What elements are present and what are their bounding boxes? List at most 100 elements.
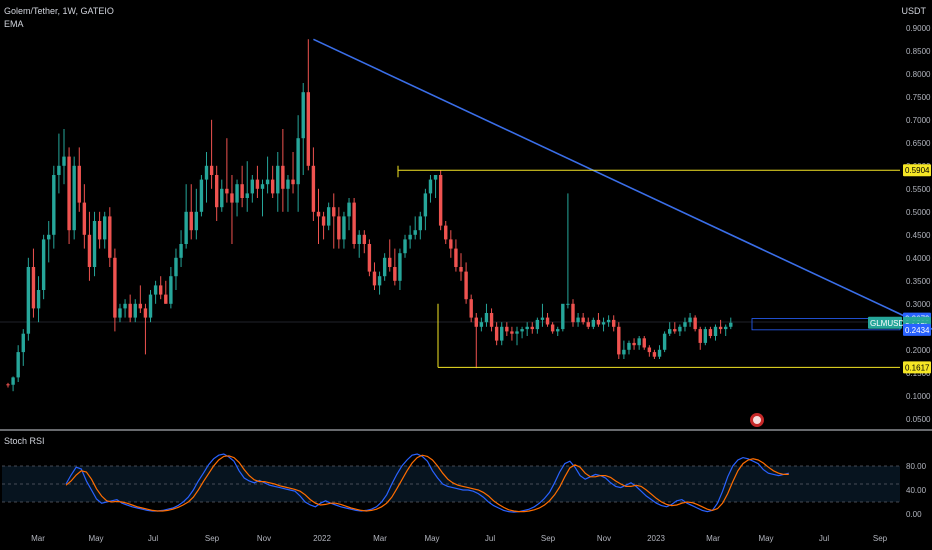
level-tag-0-5904-text: 0.5904 (905, 166, 930, 175)
candle-body (332, 207, 336, 217)
candle-body (612, 319, 616, 327)
candle-body (657, 349, 662, 357)
time-tick-label: 2023 (647, 534, 665, 543)
time-tick-label: Nov (257, 534, 271, 543)
candle-body (566, 303, 570, 305)
price-tick-label: 0.0500 (906, 415, 931, 424)
candle-body (367, 244, 372, 272)
candle-body (403, 239, 407, 254)
indicator-label-ema: EMA (4, 19, 24, 29)
candle-body (169, 276, 173, 304)
time-tick-label: Mar (373, 534, 387, 543)
time-tick-label: May (424, 534, 439, 543)
price-tick-label: 0.4000 (906, 254, 931, 263)
level-tag-0-5904-bg (903, 164, 931, 177)
candle-body (36, 290, 41, 309)
candle-body (372, 271, 377, 286)
candle-body (128, 303, 132, 318)
candle-body (143, 308, 148, 318)
candle-body (693, 317, 697, 330)
candle-body (47, 234, 51, 240)
symbol-tag-bg (868, 316, 902, 329)
candle-body (388, 257, 392, 267)
candle-body (62, 156, 66, 166)
candle-body (662, 333, 667, 350)
candle-body (418, 216, 422, 231)
candle-body (586, 322, 590, 327)
candle-body (698, 329, 702, 343)
candle-body (413, 230, 417, 235)
candle-body (52, 175, 56, 235)
candle-body (444, 225, 448, 240)
candle-body (301, 92, 305, 139)
candle-body (184, 211, 188, 244)
candle-body (723, 326, 728, 330)
candle-body (464, 271, 468, 300)
candle-body (729, 322, 733, 327)
candle-body (255, 179, 260, 189)
candle-body (469, 299, 473, 318)
candle-body (270, 179, 275, 194)
drawings-group[interactable] (313, 38, 932, 427)
candle-body (199, 179, 204, 212)
candle-body (6, 384, 10, 386)
candle-body (540, 317, 545, 320)
candle-body (57, 165, 61, 175)
candle-body (194, 211, 199, 231)
candle-body (26, 267, 31, 334)
price-tick-label: 0.8500 (906, 47, 931, 56)
candle-body (87, 234, 92, 267)
candle-body (189, 211, 193, 231)
candle-body (423, 193, 428, 217)
candle-body (220, 188, 224, 208)
price-tag-lower-bg (903, 323, 931, 336)
candle-body (296, 138, 300, 185)
candle-body (668, 329, 672, 334)
candle-body (311, 165, 316, 212)
time-tick-label: Mar (706, 534, 720, 543)
time-tick-label: Sep (541, 534, 556, 543)
candle-body (525, 326, 529, 330)
time-tick-label: Jul (148, 534, 158, 543)
candle-body (398, 253, 402, 281)
stoch-tick-label: 40.00 (906, 486, 927, 495)
candle-body (576, 317, 580, 323)
candle-body (133, 303, 137, 318)
time-tick-label: Jul (485, 534, 495, 543)
candle-body (362, 234, 366, 244)
stoch-rsi-title: Stoch RSI (4, 436, 45, 446)
symbol-title: Golem/Tether, 1W, GATEIO (4, 6, 114, 16)
candle-body (627, 342, 631, 350)
candle-body (77, 165, 81, 203)
candle-body (428, 179, 433, 194)
price-tick-label: 0.9000 (906, 24, 931, 33)
stoch-line-k (65, 453, 789, 513)
candle-body (281, 165, 285, 189)
symbol-tag-text: GLMUSDT (870, 319, 909, 328)
candle-body (678, 326, 682, 332)
candle-body (214, 175, 219, 208)
time-tick-label: Sep (205, 534, 220, 543)
candle-body (209, 165, 214, 175)
candle-body (718, 326, 723, 330)
candle-body (321, 216, 326, 226)
candle-body (31, 267, 36, 309)
level-tag-0-1617-bg (903, 361, 931, 374)
candle-body (11, 377, 15, 385)
candle-body (571, 303, 575, 323)
candle-body (617, 326, 621, 355)
candle-body (673, 329, 677, 332)
candle-body (520, 329, 524, 332)
earnings-flag-inner-icon (753, 416, 761, 424)
price-tick-label: 0.1000 (906, 392, 931, 401)
candle-body (545, 317, 550, 325)
descending-trendline (313, 38, 932, 330)
price-axis: 0.90000.85000.80000.75000.70000.65000.60… (0, 24, 932, 431)
candle-body (581, 317, 585, 323)
candle-body (454, 248, 458, 267)
candle-body (708, 329, 713, 336)
price-tick-label: 0.4500 (906, 231, 931, 240)
price-tick-label: 0.5000 (906, 208, 931, 217)
